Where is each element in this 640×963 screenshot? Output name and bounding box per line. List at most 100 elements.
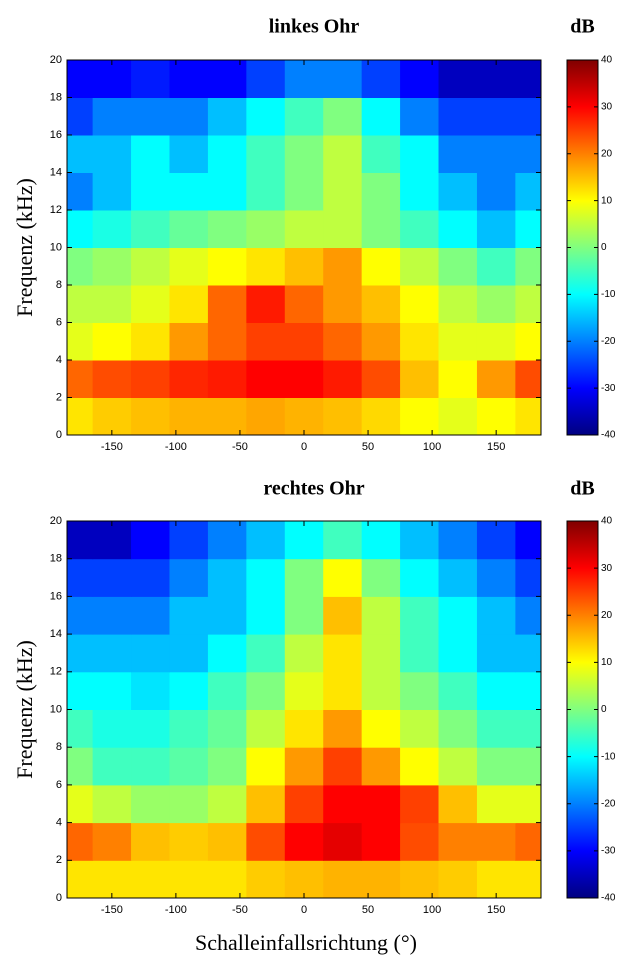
heat-cell (207, 360, 247, 398)
heat-cell (131, 747, 170, 786)
heat-cell (515, 97, 541, 136)
heat-cell (515, 558, 541, 597)
heat-cell (246, 747, 286, 786)
heat-cell (284, 747, 324, 786)
heat-cell (515, 634, 541, 673)
colorbar-tick-label: -40 (601, 430, 616, 441)
heat-cell (207, 596, 247, 635)
heat-cell (169, 521, 209, 560)
heat-cell (246, 558, 286, 597)
heat-cell (438, 285, 478, 323)
heat-cell (323, 747, 363, 786)
heat-cell (131, 558, 170, 597)
heat-cell (361, 247, 401, 286)
heat-cell (361, 521, 401, 560)
heat-cell (67, 360, 94, 398)
heat-cell (361, 210, 401, 248)
heat-cell (438, 360, 478, 398)
heat-cell (131, 521, 170, 560)
heat-cell (515, 135, 541, 173)
heat-cell (438, 521, 478, 560)
colorbar-title: dB (570, 16, 594, 38)
heat-cell (515, 285, 541, 323)
x-tick-label: 150 (487, 904, 505, 916)
heat-cell (284, 210, 324, 248)
heat-cell (284, 397, 324, 435)
heat-cell (131, 822, 170, 861)
heat-cell (131, 97, 170, 136)
heat-cell (400, 822, 440, 861)
heat-cell (246, 784, 286, 824)
x-tick-label: 50 (362, 441, 374, 453)
x-tick-label: 150 (487, 441, 505, 453)
y-tick-label: 0 (56, 892, 62, 904)
heat-cell (284, 322, 324, 361)
heat-cell (284, 97, 324, 136)
heat-cell (476, 360, 516, 398)
y-axis-label: Frequenz (kHz) (12, 640, 37, 779)
colorbar-tick-label: -20 (601, 336, 616, 347)
heat-cell (131, 360, 170, 398)
heat-cell (323, 521, 363, 560)
heat-cell (67, 60, 94, 98)
y-tick-label: 10 (50, 241, 62, 253)
y-tick-label: 2 (56, 854, 62, 866)
heat-cell (515, 671, 541, 710)
x-tick-label: -150 (101, 904, 123, 916)
heat-cell (246, 822, 286, 861)
heat-cell (207, 247, 247, 286)
heat-cell (169, 97, 209, 136)
heat-cell (207, 322, 247, 361)
heat-cell (400, 135, 440, 173)
heat-cell (246, 210, 286, 248)
heat-cell (207, 634, 247, 673)
heat-cell (476, 172, 516, 211)
heat-cell (323, 247, 363, 286)
chart-title: rechtes Ohr (263, 478, 364, 500)
y-tick-label: 6 (56, 316, 62, 328)
heat-cell (246, 709, 286, 748)
heat-cell (67, 860, 94, 898)
heat-cell (400, 60, 440, 98)
heatmap (67, 60, 541, 435)
heat-cell (476, 210, 516, 248)
y-axis-label: Frequenz (kHz) (12, 178, 37, 317)
heat-cell (92, 784, 132, 824)
heat-cell (476, 60, 516, 98)
heat-cell (92, 172, 132, 211)
y-tick-label: 20 (50, 515, 62, 527)
heat-cell (67, 172, 94, 211)
colorbar-tick-label: 40 (601, 516, 613, 527)
heat-cell (246, 397, 286, 435)
heat-cell (400, 97, 440, 136)
heat-cell (169, 135, 209, 173)
heat-cell (131, 860, 170, 898)
heat-cell (207, 558, 247, 597)
x-tick-label: -150 (101, 441, 123, 453)
heat-cell (438, 860, 478, 898)
heat-cell (400, 709, 440, 748)
y-tick-label: 4 (56, 354, 62, 366)
heat-cell (169, 860, 209, 898)
colorbar (566, 59, 599, 436)
heat-cell (131, 709, 170, 748)
heat-cell (323, 784, 363, 824)
heat-cell (476, 784, 516, 824)
heat-cell (207, 397, 247, 435)
x-tick-label: 0 (301, 904, 307, 916)
heat-cell (92, 634, 132, 673)
heat-cell (67, 709, 94, 748)
colorbar-tick-label: -10 (601, 289, 616, 300)
heat-cell (361, 135, 401, 173)
heat-cell (246, 60, 286, 98)
heat-cell (207, 97, 247, 136)
heat-cell (361, 397, 401, 435)
heat-cell (207, 860, 247, 898)
heat-cell (67, 135, 94, 173)
heat-cell (323, 322, 363, 361)
heat-cell (131, 596, 170, 635)
heat-cell (207, 784, 247, 824)
heat-cell (323, 97, 363, 136)
heat-cell (476, 247, 516, 286)
heat-cell (207, 172, 247, 211)
